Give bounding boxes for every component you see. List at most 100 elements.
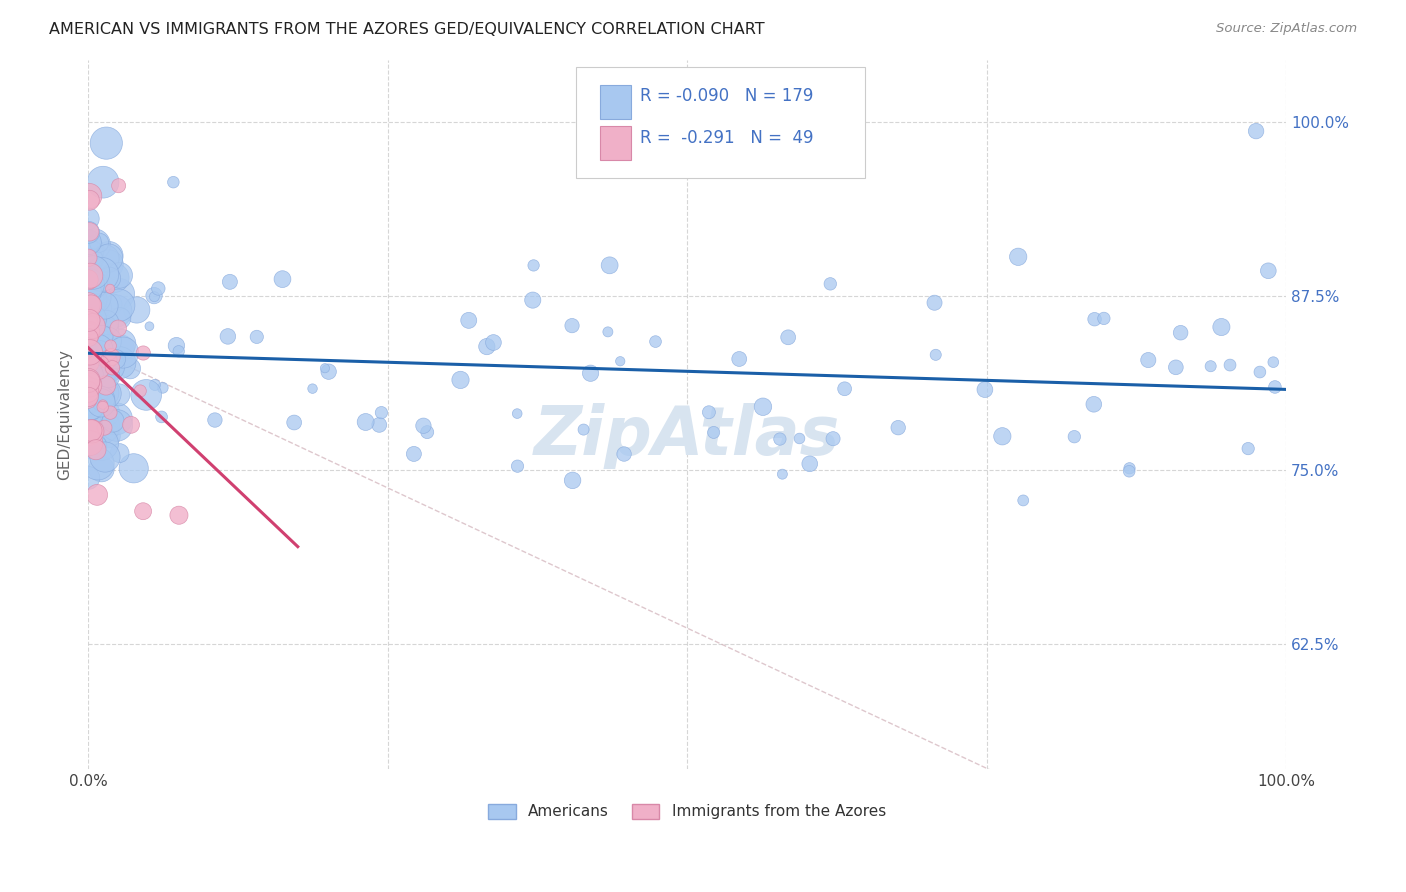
Point xyxy=(100,406,122,420)
Point xyxy=(96,136,118,150)
Point xyxy=(94,378,117,392)
Point xyxy=(412,418,434,433)
Point xyxy=(991,429,1014,443)
Point xyxy=(90,396,112,410)
Point xyxy=(86,315,108,329)
Point xyxy=(79,399,101,413)
Point xyxy=(561,318,583,333)
Point xyxy=(132,346,155,360)
Point xyxy=(77,313,100,327)
Point xyxy=(107,178,129,193)
Point xyxy=(77,226,100,240)
Point xyxy=(98,271,121,285)
Point xyxy=(97,257,120,271)
Point xyxy=(218,275,240,289)
Point xyxy=(79,330,101,344)
Point xyxy=(84,405,107,419)
Point xyxy=(368,417,391,432)
Point xyxy=(77,273,100,287)
Point xyxy=(204,413,226,427)
Point xyxy=(90,354,112,368)
Point xyxy=(108,287,131,301)
Point xyxy=(80,312,103,326)
Point xyxy=(98,282,121,296)
Point xyxy=(138,319,160,334)
Point xyxy=(217,329,239,343)
Point xyxy=(107,321,129,335)
Point xyxy=(77,235,100,250)
Point xyxy=(79,378,101,392)
Point xyxy=(1063,430,1085,444)
Point xyxy=(97,352,120,367)
Text: R =  -0.291   N =  49: R = -0.291 N = 49 xyxy=(640,129,813,147)
Point xyxy=(887,420,910,434)
Point xyxy=(84,301,107,316)
Point xyxy=(561,474,583,488)
Point xyxy=(96,386,118,401)
Point xyxy=(80,367,103,381)
Point xyxy=(82,265,104,279)
Point xyxy=(77,356,100,370)
Point xyxy=(1211,320,1233,334)
Point xyxy=(101,360,124,375)
Point xyxy=(91,334,114,349)
Point xyxy=(778,330,800,344)
Point xyxy=(1012,493,1035,508)
Point xyxy=(89,388,111,402)
Point xyxy=(79,345,101,359)
Point xyxy=(770,467,793,482)
Point xyxy=(167,344,190,359)
Point xyxy=(90,329,112,343)
Point xyxy=(101,414,124,428)
Point xyxy=(1118,464,1140,478)
Point xyxy=(1118,461,1140,475)
Point xyxy=(83,310,105,324)
Point xyxy=(83,290,105,304)
Point xyxy=(416,425,439,439)
Point xyxy=(94,450,117,464)
Point xyxy=(148,281,170,295)
Point xyxy=(97,369,120,384)
Point xyxy=(104,352,127,367)
Point xyxy=(77,277,100,292)
Point xyxy=(1237,442,1260,456)
Point xyxy=(96,316,118,330)
Point xyxy=(165,339,187,353)
Point xyxy=(1083,312,1105,326)
Point xyxy=(89,376,111,391)
Point xyxy=(79,436,101,450)
Text: ZipAtlas: ZipAtlas xyxy=(534,403,841,468)
Point xyxy=(77,356,100,370)
Point xyxy=(143,378,166,392)
Point xyxy=(112,345,135,359)
Point xyxy=(107,298,129,312)
Point xyxy=(79,194,101,208)
Point xyxy=(91,388,114,402)
Point xyxy=(108,356,131,370)
Point xyxy=(125,302,148,317)
Point xyxy=(122,461,145,475)
Point xyxy=(89,344,111,359)
Point xyxy=(80,299,103,313)
Point xyxy=(82,332,104,346)
Point xyxy=(105,418,128,433)
Point xyxy=(103,270,125,285)
Point xyxy=(506,459,529,474)
Point xyxy=(77,314,100,328)
Point xyxy=(402,447,425,461)
Point xyxy=(82,252,104,267)
Point xyxy=(129,384,152,398)
Point xyxy=(318,365,340,379)
Point xyxy=(89,389,111,403)
Point xyxy=(77,318,100,333)
Point xyxy=(79,268,101,283)
Point xyxy=(77,364,100,378)
Point xyxy=(108,388,131,402)
Point xyxy=(82,277,104,292)
Point xyxy=(77,403,100,417)
Point xyxy=(80,349,103,363)
Point xyxy=(77,371,100,385)
Point xyxy=(97,359,120,373)
Point xyxy=(87,235,110,250)
Point xyxy=(1092,311,1115,326)
